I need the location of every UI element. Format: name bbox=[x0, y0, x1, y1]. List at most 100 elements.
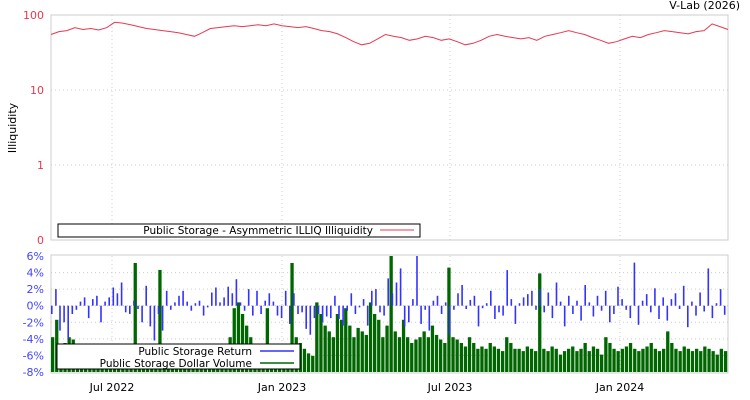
return-bar bbox=[305, 305, 307, 329]
return-bar bbox=[485, 303, 488, 306]
return-bar bbox=[629, 305, 632, 319]
return-legend-label: Public Storage Return bbox=[138, 346, 252, 358]
return-bar bbox=[137, 305, 139, 309]
return-bar bbox=[366, 305, 369, 326]
volume-bar bbox=[641, 348, 645, 372]
return-bar bbox=[338, 305, 340, 319]
return-bar bbox=[92, 299, 94, 306]
volume-bar bbox=[699, 351, 703, 372]
y-tick-label: 0% bbox=[27, 300, 44, 313]
return-bar bbox=[670, 299, 673, 306]
volume-bar bbox=[575, 351, 579, 372]
return-bar bbox=[444, 302, 447, 306]
volume-bar bbox=[472, 343, 476, 372]
volume-bar bbox=[373, 314, 377, 372]
return-bar bbox=[87, 305, 90, 319]
return-bar bbox=[141, 305, 143, 323]
volume-legend-label: Public Storage Dollar Volume bbox=[100, 358, 252, 370]
return-bar bbox=[55, 289, 57, 306]
volume-bar bbox=[492, 346, 496, 372]
return-bar bbox=[211, 292, 213, 306]
return-bar bbox=[198, 300, 201, 306]
return-bar bbox=[682, 285, 685, 306]
volume-bar bbox=[414, 339, 418, 372]
return-bar bbox=[153, 305, 156, 341]
volume-bar bbox=[587, 351, 591, 372]
volume-bar bbox=[715, 354, 719, 372]
volume-bar bbox=[360, 331, 364, 372]
y-tick-label: -8% bbox=[23, 366, 44, 379]
y-tick-label: 0 bbox=[37, 234, 44, 247]
volume-bar bbox=[364, 334, 368, 372]
volume-bar bbox=[501, 351, 505, 372]
y-tick-label: -4% bbox=[23, 333, 44, 346]
return-bar bbox=[186, 301, 188, 306]
y-tick-label: 10 bbox=[30, 84, 44, 97]
volume-bar bbox=[703, 346, 707, 372]
y-tick-label: 100 bbox=[23, 9, 44, 22]
volume-bar bbox=[674, 348, 678, 372]
volume-bar bbox=[232, 308, 236, 372]
return-bar bbox=[613, 305, 615, 314]
volume-bar bbox=[670, 343, 674, 372]
return-bar bbox=[695, 305, 697, 316]
volume-bar bbox=[653, 348, 657, 372]
return-bar bbox=[174, 302, 176, 306]
volume-bar bbox=[616, 351, 620, 372]
return-bar bbox=[518, 303, 521, 306]
volume-bar bbox=[595, 348, 600, 372]
volume-bar bbox=[583, 343, 587, 372]
return-bar bbox=[502, 305, 504, 316]
return-bar bbox=[408, 305, 410, 323]
volume-bar bbox=[649, 343, 653, 372]
return-bar bbox=[317, 305, 320, 314]
volume-bar bbox=[443, 343, 447, 372]
volume-bar bbox=[695, 348, 699, 372]
return-bar bbox=[112, 287, 115, 306]
volume-bar bbox=[335, 314, 340, 372]
return-bar bbox=[527, 294, 529, 306]
volume-bar bbox=[591, 346, 596, 372]
volume-bar bbox=[401, 319, 406, 372]
return-bar bbox=[723, 305, 726, 315]
volume-bar bbox=[133, 263, 137, 372]
return-bar bbox=[346, 305, 348, 311]
volume-bar bbox=[352, 337, 356, 372]
volume-bar bbox=[517, 348, 521, 372]
volume-bar bbox=[567, 348, 571, 372]
return-bar bbox=[572, 305, 574, 314]
return-bar bbox=[120, 282, 123, 306]
return-bar bbox=[637, 305, 640, 325]
return-bar bbox=[604, 290, 607, 306]
return-bar bbox=[403, 305, 406, 327]
return-bar bbox=[424, 305, 426, 310]
volume-bar bbox=[624, 346, 629, 372]
return-bar bbox=[428, 305, 431, 331]
y-axis-label: Illiquidity bbox=[6, 102, 19, 153]
return-bar bbox=[449, 305, 451, 335]
volume-bar bbox=[678, 351, 682, 372]
return-bar bbox=[654, 288, 656, 306]
volume-bar bbox=[340, 319, 344, 372]
return-bar bbox=[223, 297, 225, 306]
return-bar bbox=[239, 302, 242, 306]
illiquidity-line bbox=[50, 21, 729, 46]
return-bar bbox=[391, 293, 394, 306]
return-bar bbox=[116, 293, 119, 306]
return-bar bbox=[559, 301, 562, 306]
volume-bar bbox=[682, 346, 686, 372]
return-bar bbox=[375, 289, 377, 306]
return-bar bbox=[699, 292, 701, 306]
y-tick-label: 2% bbox=[27, 283, 44, 296]
volume-bar bbox=[381, 337, 385, 372]
volume-bar bbox=[484, 348, 488, 372]
return-bar bbox=[666, 305, 669, 321]
return-bar bbox=[600, 305, 603, 311]
top-plot-frame bbox=[50, 14, 729, 241]
return-bar bbox=[461, 285, 463, 306]
return-bar bbox=[678, 305, 681, 309]
volume-bar bbox=[447, 267, 451, 372]
volume-bar bbox=[434, 334, 439, 372]
y-tick-label: -6% bbox=[23, 349, 44, 362]
